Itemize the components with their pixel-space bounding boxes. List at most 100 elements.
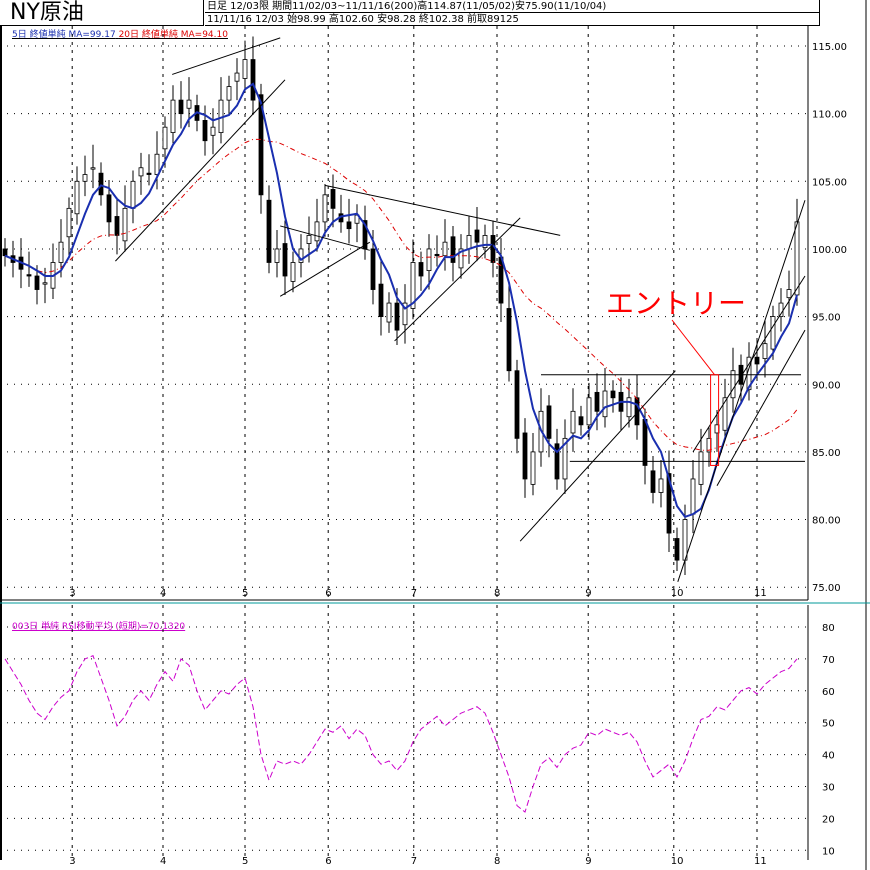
trendline [172,37,281,75]
candle-down [146,172,152,175]
entry-pointer [671,319,715,376]
period-info: 日足 12/03限 期間11/02/03~11/11/16(200)高114.8… [205,0,820,13]
candle-down [506,308,512,372]
candle-up [154,153,160,175]
price-tick-label: 100.00 [812,245,847,256]
price-tick-label: 90.00 [812,380,841,391]
candle-down [450,236,456,263]
candle-down [106,194,112,223]
month-tick-label: 7 [411,588,417,599]
candle-up [690,478,696,515]
month-tick-label: 10 [671,856,684,867]
candle-down [650,470,656,493]
candle-down [202,120,208,142]
candle-up [82,174,88,182]
ma5-line [4,82,798,519]
candle-up [210,126,216,136]
candle-up [698,451,704,485]
candle-up [242,59,248,79]
candle-down [250,59,256,101]
rsi-tick-label: 20 [822,814,835,825]
candle-down [258,94,264,196]
candle-up [410,262,416,309]
trendline [279,241,371,297]
price-tick-label: 105.00 [812,177,847,188]
candle-up [122,207,128,242]
candle-down [522,432,528,480]
candle-up [570,410,576,434]
candle-up [74,180,80,215]
month-tick-label: 4 [160,856,166,867]
candle-down [26,274,32,277]
candle-down [114,216,120,236]
candle-down [490,235,496,263]
candle-down [674,538,680,561]
month-tick-label: 8 [494,856,500,867]
candle-down [554,443,560,480]
candle-up [322,194,328,223]
candle-down [266,199,272,263]
month-tick-label: 3 [69,588,75,599]
month-tick-label: 6 [325,856,331,867]
trendline [115,79,286,262]
candle-down [578,416,584,426]
candle-up [186,99,192,109]
rsi-tick-label: 70 [822,655,835,666]
price-tick-label: 115.00 [812,42,847,53]
candle-up [722,397,728,431]
candle-up [530,451,536,485]
entry-annotation-label: エントリー [606,287,747,320]
candle-down [98,172,104,196]
rsi-tick-label: 50 [822,719,835,730]
candle-up [466,235,472,250]
month-tick-label: 5 [242,856,248,867]
candle-up [794,221,800,296]
candle-down [394,302,400,331]
trendline [519,370,676,542]
candle-down [418,262,424,277]
candle-up [762,343,768,359]
ma20-line [4,138,798,451]
month-tick-label: 5 [242,588,248,599]
rsi-tick-label: 10 [822,846,835,857]
rsi-line [4,655,798,813]
candle-up [458,248,464,269]
candle-up [314,221,320,242]
candle-up [42,282,48,285]
month-tick-label: 10 [671,588,684,599]
candle-up [426,248,432,271]
candle-down [514,370,520,439]
month-tick-label: 4 [160,588,166,599]
ohlc-info: 11/11/16 12/03 始98.99 高102.60 安98.28 終10… [205,13,820,26]
candle-up [586,397,592,426]
rsi-tick-label: 40 [822,751,835,762]
candle-up [402,302,408,326]
candle-down [610,390,616,399]
candle-up [130,180,136,209]
candle-down [378,283,384,317]
candle-up [274,248,280,263]
candle-down [2,248,8,257]
candle-up [786,289,792,299]
candle-up [730,370,736,399]
candle-down [642,419,648,466]
candle-down [346,221,352,230]
candle-down [754,356,760,365]
candle-down [594,391,600,412]
candle-down [474,229,480,243]
price-tick-label: 95.00 [812,313,841,324]
candle-up [386,302,392,323]
price-tick-label: 80.00 [812,516,841,527]
trendline [677,200,806,582]
candle-up [66,207,72,238]
price-tick-label: 85.00 [812,448,841,459]
chart-title: NY原油 [0,0,204,26]
price-tick-label: 110.00 [812,110,847,121]
candle-up [138,167,144,177]
month-tick-label: 11 [754,588,767,599]
candle-down [666,473,672,534]
candle-up [90,167,96,170]
candle-down [370,248,376,290]
